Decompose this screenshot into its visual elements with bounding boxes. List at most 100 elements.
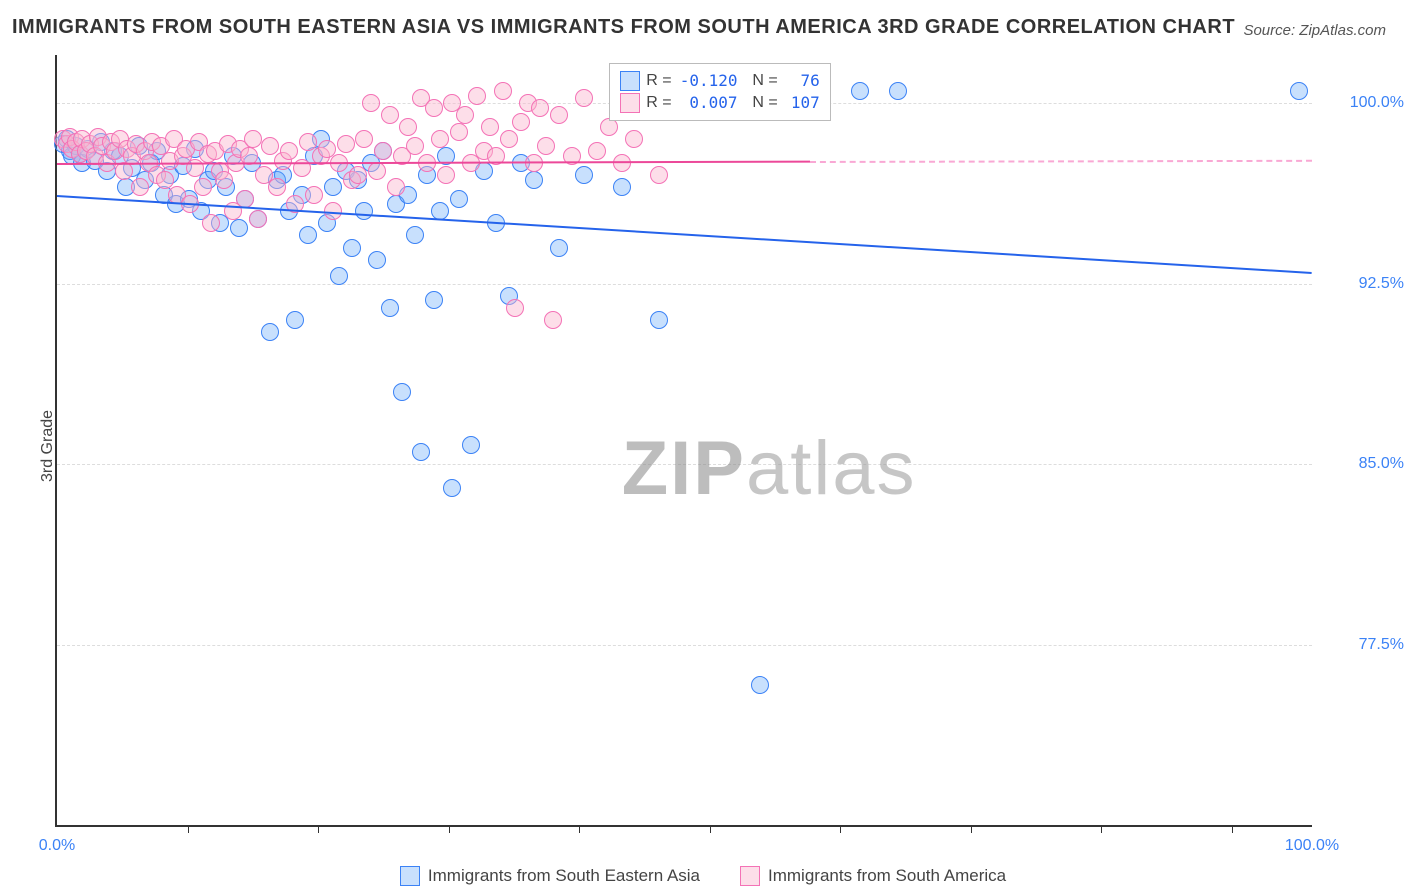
- scatter-point: [355, 130, 373, 148]
- chart-title: IMMIGRANTS FROM SOUTH EASTERN ASIA VS IM…: [12, 16, 1235, 39]
- scatter-point: [531, 99, 549, 117]
- scatter-point: [131, 178, 149, 196]
- gridline: [57, 464, 1312, 465]
- stats-n-value: 107: [784, 92, 820, 114]
- scatter-point: [381, 299, 399, 317]
- x-tick-mark: [840, 825, 841, 833]
- source-label: Source: ZipAtlas.com: [1243, 22, 1386, 39]
- x-tick-mark: [449, 825, 450, 833]
- x-tick-label: 100.0%: [1285, 837, 1339, 855]
- scatter-point: [468, 87, 486, 105]
- stats-legend: R = -0.120 N = 76 R = 0.007 N = 107: [609, 63, 831, 121]
- scatter-point: [751, 676, 769, 694]
- x-tick-mark: [1232, 825, 1233, 833]
- legend-item-blue: Immigrants from South Eastern Asia: [400, 866, 700, 886]
- scatter-point: [456, 106, 474, 124]
- scatter-point: [286, 311, 304, 329]
- scatter-point: [244, 130, 262, 148]
- scatter-point: [481, 118, 499, 136]
- trend-line: [810, 160, 1312, 163]
- scatter-point: [249, 210, 267, 228]
- scatter-point: [851, 82, 869, 100]
- legend-swatch-blue: [400, 866, 420, 886]
- scatter-point: [374, 142, 392, 160]
- scatter-point: [550, 239, 568, 257]
- x-tick-mark: [971, 825, 972, 833]
- scatter-point: [650, 311, 668, 329]
- x-tick-mark: [188, 825, 189, 833]
- scatter-point: [261, 323, 279, 341]
- scatter-point: [268, 178, 286, 196]
- scatter-point: [525, 171, 543, 189]
- scatter-point: [462, 436, 480, 454]
- scatter-point: [588, 142, 606, 160]
- scatter-point: [889, 82, 907, 100]
- scatter-point: [280, 142, 298, 160]
- scatter-point: [613, 154, 631, 172]
- scatter-point: [406, 226, 424, 244]
- scatter-point: [387, 178, 405, 196]
- scatter-point: [355, 202, 373, 220]
- scatter-point: [230, 219, 248, 237]
- x-tick-mark: [710, 825, 711, 833]
- watermark: ZIPatlas: [622, 425, 917, 512]
- scatter-point: [305, 186, 323, 204]
- stats-n-label: N =: [744, 92, 778, 114]
- y-tick-label: 92.5%: [1324, 275, 1404, 293]
- scatter-point: [381, 106, 399, 124]
- stats-r-label: R =: [646, 70, 671, 92]
- x-tick-label: 0.0%: [39, 837, 75, 855]
- scatter-point: [443, 479, 461, 497]
- scatter-point: [450, 123, 468, 141]
- stats-swatch: [620, 71, 640, 91]
- scatter-point: [506, 299, 524, 317]
- scatter-plot: 77.5%85.0%92.5%100.0%0.0%100.0%ZIPatlasR…: [55, 55, 1312, 827]
- series-legend: Immigrants from South Eastern Asia Immig…: [0, 866, 1406, 886]
- scatter-point: [337, 135, 355, 153]
- scatter-point: [368, 251, 386, 269]
- x-tick-mark: [1101, 825, 1102, 833]
- scatter-point: [324, 178, 342, 196]
- scatter-point: [425, 291, 443, 309]
- stats-swatch: [620, 93, 640, 113]
- scatter-point: [544, 311, 562, 329]
- y-tick-label: 100.0%: [1324, 94, 1404, 112]
- scatter-point: [349, 166, 367, 184]
- scatter-point: [431, 130, 449, 148]
- y-tick-label: 77.5%: [1324, 636, 1404, 654]
- scatter-point: [550, 106, 568, 124]
- stats-n-value: 76: [784, 70, 820, 92]
- scatter-point: [575, 166, 593, 184]
- x-tick-mark: [579, 825, 580, 833]
- scatter-point: [412, 443, 430, 461]
- stats-n-label: N =: [744, 70, 778, 92]
- scatter-point: [537, 137, 555, 155]
- scatter-point: [362, 94, 380, 112]
- scatter-point: [393, 383, 411, 401]
- legend-label: Immigrants from South Eastern Asia: [428, 866, 700, 886]
- scatter-point: [625, 130, 643, 148]
- scatter-point: [500, 130, 518, 148]
- scatter-point: [575, 89, 593, 107]
- scatter-point: [368, 162, 386, 180]
- scatter-point: [450, 190, 468, 208]
- legend-item-pink: Immigrants from South America: [740, 866, 1006, 886]
- scatter-point: [512, 113, 530, 131]
- stats-r-value: 0.007: [678, 92, 738, 114]
- legend-label: Immigrants from South America: [768, 866, 1006, 886]
- scatter-point: [650, 166, 668, 184]
- scatter-point: [215, 171, 233, 189]
- scatter-point: [613, 178, 631, 196]
- y-tick-label: 85.0%: [1324, 455, 1404, 473]
- legend-swatch-pink: [740, 866, 760, 886]
- scatter-point: [194, 178, 212, 196]
- gridline: [57, 645, 1312, 646]
- scatter-point: [330, 267, 348, 285]
- scatter-point: [202, 214, 220, 232]
- stats-r-label: R =: [646, 92, 671, 114]
- stats-r-value: -0.120: [678, 70, 738, 92]
- scatter-point: [494, 82, 512, 100]
- scatter-point: [425, 99, 443, 117]
- gridline: [57, 284, 1312, 285]
- scatter-point: [406, 137, 424, 155]
